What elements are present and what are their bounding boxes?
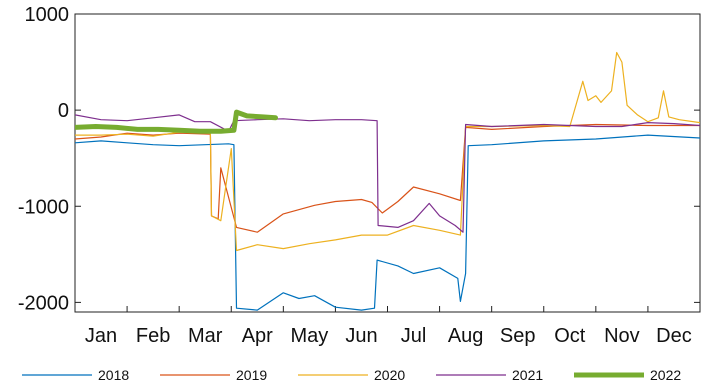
y-axis: 1000 0 -1000 -2000	[18, 4, 700, 314]
y-tick-label: -1000	[18, 196, 69, 218]
x-tick-label: Jun	[345, 325, 377, 347]
legend-label-2019: 2019	[236, 367, 267, 383]
x-tick-label: May	[290, 325, 328, 347]
y-tick-label: 1000	[25, 4, 70, 26]
x-tick-label: Feb	[136, 325, 170, 347]
series-line-2019	[75, 123, 700, 233]
legend: 2018 2019 2020 2021 2022	[22, 367, 681, 383]
series-line-2022	[75, 109, 278, 134]
legend-label-2021: 2021	[512, 367, 543, 383]
x-tick-label: Aug	[448, 325, 484, 347]
legend-label-2018: 2018	[98, 367, 129, 383]
x-tick-label: Nov	[604, 325, 640, 347]
x-tick-label: Apr	[242, 325, 273, 347]
series-line-2020	[75, 51, 700, 252]
x-tick-label: Oct	[554, 325, 586, 347]
legend-label-2020: 2020	[374, 367, 405, 383]
plot-area	[74, 13, 701, 313]
x-axis: Jan Feb Mar Apr May Jun Jul Aug Sep Oct Nov Dec	[74, 306, 701, 347]
x-tick-label: Sep	[500, 325, 536, 347]
x-tick-label: Dec	[656, 325, 692, 347]
x-tick-label: Mar	[188, 325, 223, 347]
series-lines	[75, 51, 700, 311]
y-tick-label: -2000	[18, 292, 69, 314]
series-line-2021	[75, 114, 700, 233]
series-line-2018	[75, 134, 700, 311]
x-tick-label: Jan	[85, 325, 117, 347]
y-tick-label: 0	[58, 100, 69, 122]
legend-label-2022: 2022	[650, 367, 681, 383]
x-tick-label: Jul	[401, 325, 427, 347]
